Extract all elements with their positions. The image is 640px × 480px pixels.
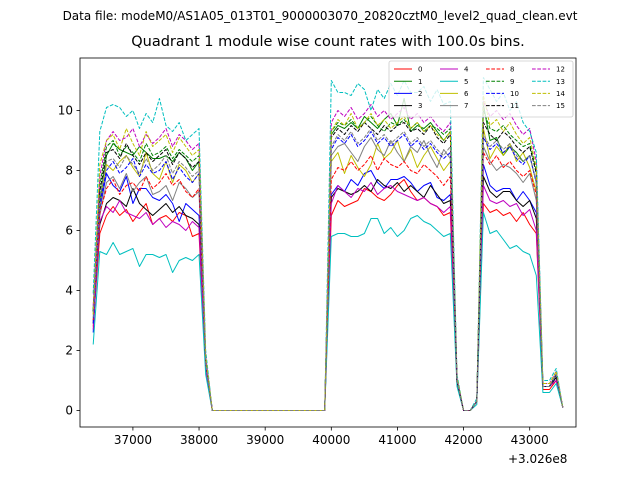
chart-title: Quadrant 1 module wise count rates with … [131, 34, 525, 50]
x-offset-label: +3.026e8 [508, 452, 568, 466]
x-tick-label: 41000 [378, 433, 416, 447]
legend-label-4: 4 [464, 66, 469, 74]
plot-frame [79, 57, 577, 428]
y-tick-label: 8 [65, 164, 73, 178]
x-tick-label: 40000 [312, 433, 350, 447]
y-tick-label: 6 [65, 224, 73, 238]
series-line-4 [92, 182, 564, 411]
x-tick-label: 43000 [511, 433, 549, 447]
legend-label-3: 3 [418, 102, 422, 110]
legend-label-11: 11 [510, 102, 519, 110]
legend-label-10: 10 [510, 90, 519, 98]
y-tick-label: 0 [65, 404, 73, 418]
legend-label-12: 12 [556, 66, 565, 74]
x-tick-label: 42000 [444, 433, 482, 447]
legend-label-8: 8 [510, 66, 514, 74]
legend-label-5: 5 [464, 78, 468, 86]
legend-label-13: 13 [556, 78, 565, 86]
series-line-13 [92, 77, 564, 411]
legend-label-6: 6 [464, 90, 469, 98]
x-tick-label: 38000 [180, 433, 218, 447]
legend-label-9: 9 [510, 78, 514, 86]
figure-suptitle: Data file: modeM0/AS1A05_013T01_90000030… [62, 9, 578, 23]
legend-box [388, 60, 574, 118]
x-tick-label: 39000 [246, 433, 284, 447]
x-tick-label: 37000 [114, 433, 152, 447]
series-layer [92, 77, 564, 411]
legend-label-0: 0 [418, 66, 422, 74]
series-line-15 [92, 128, 564, 411]
legend-label-2: 2 [418, 90, 422, 98]
series-lines [92, 77, 564, 411]
series-line-5 [92, 212, 564, 411]
legend-label-14: 14 [556, 90, 565, 98]
legend-label-7: 7 [464, 102, 468, 110]
axes-layer: 37000 38000 39000 40000 41000 42000 43000 0 2 4 6 8… [58, 57, 577, 447]
y-tick-label: 4 [65, 284, 73, 298]
legend-label-15: 15 [556, 102, 565, 110]
legend-label-1: 1 [418, 78, 422, 86]
y-tick-label: 10 [58, 104, 73, 118]
series-line-14 [92, 95, 564, 411]
y-tick-label: 2 [65, 344, 73, 358]
